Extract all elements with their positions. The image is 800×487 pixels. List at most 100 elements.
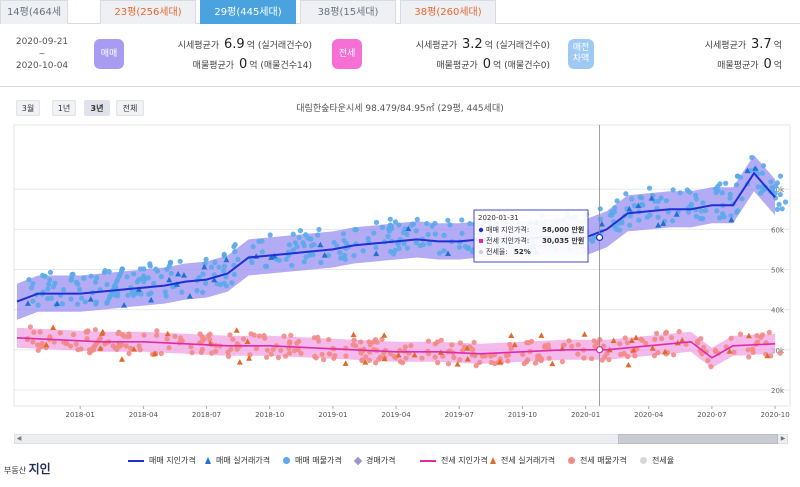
sale-trade-point [648,195,655,201]
chart-scroll-thumb[interactable] [618,434,778,444]
tooltip-sale-dot [478,227,484,233]
jeonse-trade-point [549,360,556,367]
sale-listing-point [202,261,208,267]
sale-listing-value: 0 [238,57,248,72]
jeonse-listing-point [126,331,132,337]
sale-listing-point [30,281,36,287]
y-tick-label: 70k [771,186,785,194]
tab-area-38-b[interactable]: 38평(260세대) [400,0,496,24]
sale-listing-point [249,259,255,265]
tab-area-23[interactable]: 23평(256세대) [100,0,196,24]
sale-trade-point [166,276,173,283]
jeonse-trade-point [581,331,588,337]
jeonse-listing-point [457,357,463,363]
jeonse-listing-point [606,357,612,363]
sale-listing-point [413,228,419,234]
sale-listing-point [396,245,402,252]
jeonse-listing-point [97,335,103,341]
range-1-year-button[interactable]: 1년 [52,100,76,116]
jeonse-trade-point [464,355,471,362]
jeonse-listing-point [591,338,597,344]
jeonse-listing-point [326,337,332,343]
sale-listing-point [68,296,74,302]
jeonse-listing-point [529,338,535,344]
tab-area-14[interactable]: 14평(464세대) [0,0,68,42]
tab-area-38-a[interactable]: 38평(15세대) [300,0,396,24]
tooltip-jeonse-dot [479,239,483,243]
gap-avg-value: 3.7 [751,37,772,52]
jeonse-trade-point [679,337,686,343]
jeonse-listing-point [312,353,318,359]
sale-listing-point [26,277,32,283]
jeonse-trade-point [350,331,357,338]
jeonse-listing-point [261,333,267,339]
sale-listing-point [353,227,359,233]
scroll-right-icon[interactable]: ▶ [780,435,786,442]
sale-listing-point [342,256,348,262]
jeonse-listing-point [432,354,438,360]
sale-listing-point [441,232,447,238]
sale-listing-point [145,275,151,281]
sale-trade-point [54,300,61,306]
jeonse-listing-point [419,355,425,361]
range-3-years-button[interactable]: 3년 [84,100,110,116]
sale-listing-point [760,163,767,169]
legend-item[interactable]: 전세 실거래가격 [490,455,555,466]
legend-item[interactable]: 경매가격 [353,455,395,466]
sale-listing-point [447,222,453,228]
sale-trade-point [635,202,642,209]
sale-trade-point [728,216,735,223]
jeonse-listing-point [651,353,658,359]
sale-listing-point [693,213,699,219]
jeonse-listing-point [488,359,494,366]
jeonse-listing-point [295,346,301,353]
sale-listing-point [318,259,324,266]
sale-listing-point [76,286,83,292]
sale-listing-point [614,198,620,204]
sale-listing-point [426,241,432,247]
jeonse-index-line [16,337,776,359]
legend-item[interactable]: 매매 지인가격 [128,455,196,466]
sale-listing-point [388,249,394,255]
legend-item[interactable]: 전세율 [640,455,674,466]
sale-listing-point [79,295,85,301]
range-all-button[interactable]: 전체 [116,100,144,116]
price-chart[interactable]: 20k 30k 40k 50k 60k 70k 2018-01 2018-04 2018-07 2… [0,120,800,430]
jeonse-listing-point [589,356,595,362]
range-3-months-button[interactable]: 3월 [16,100,40,116]
jeonse-listing-point [505,358,511,364]
tooltip-jeonse-label: 전세 지인가격: [486,236,529,245]
sale-listing-point [640,202,646,208]
sale-listing-point [597,216,604,222]
sale-trade-point [655,222,662,228]
jeonse-listing-point [575,342,581,348]
jeonse-listing-point [275,355,282,361]
sale-listing-point [316,226,322,233]
sale-avg-value: 6.9 [224,37,245,52]
sale-listing-point [158,273,164,280]
jeonse-listing-point [84,336,90,342]
sale-listing-point [388,223,394,229]
sale-listing-point [665,209,671,215]
legend-item[interactable]: 매매 매물가격 [283,455,342,466]
jeonse-listing-point [477,359,483,365]
scroll-left-icon[interactable]: ◀ [16,435,22,442]
date-from: 2020-09-21 [15,37,69,47]
jeonse-trade-point [246,355,253,361]
price-summary: 2020-09-21 ~ 2020-10-04 매매 시세평균가 6.9 억 (실… [0,25,800,87]
sale-listing-point [413,240,419,246]
sale-listing-point [115,290,121,296]
sale-listing-point [30,298,36,304]
legend-label: 전세 지인가격 [441,456,488,465]
legend-item[interactable]: 전세 지인가격 [420,455,488,466]
tooltip-sale-value: 58,000 만원 [542,225,584,234]
jeonse-listing-point [209,350,215,356]
legend-item[interactable]: 전세 매물가격 [568,455,627,466]
legend-item[interactable]: 매매 실거래가격 [205,455,270,466]
jeonse-listing-point [248,331,254,337]
tab-area-29[interactable]: 29평(445세대) [200,0,296,24]
chart-scrollbar[interactable] [14,434,788,444]
sale-listing-point [436,250,443,256]
jeonse-listing-point [374,339,380,345]
